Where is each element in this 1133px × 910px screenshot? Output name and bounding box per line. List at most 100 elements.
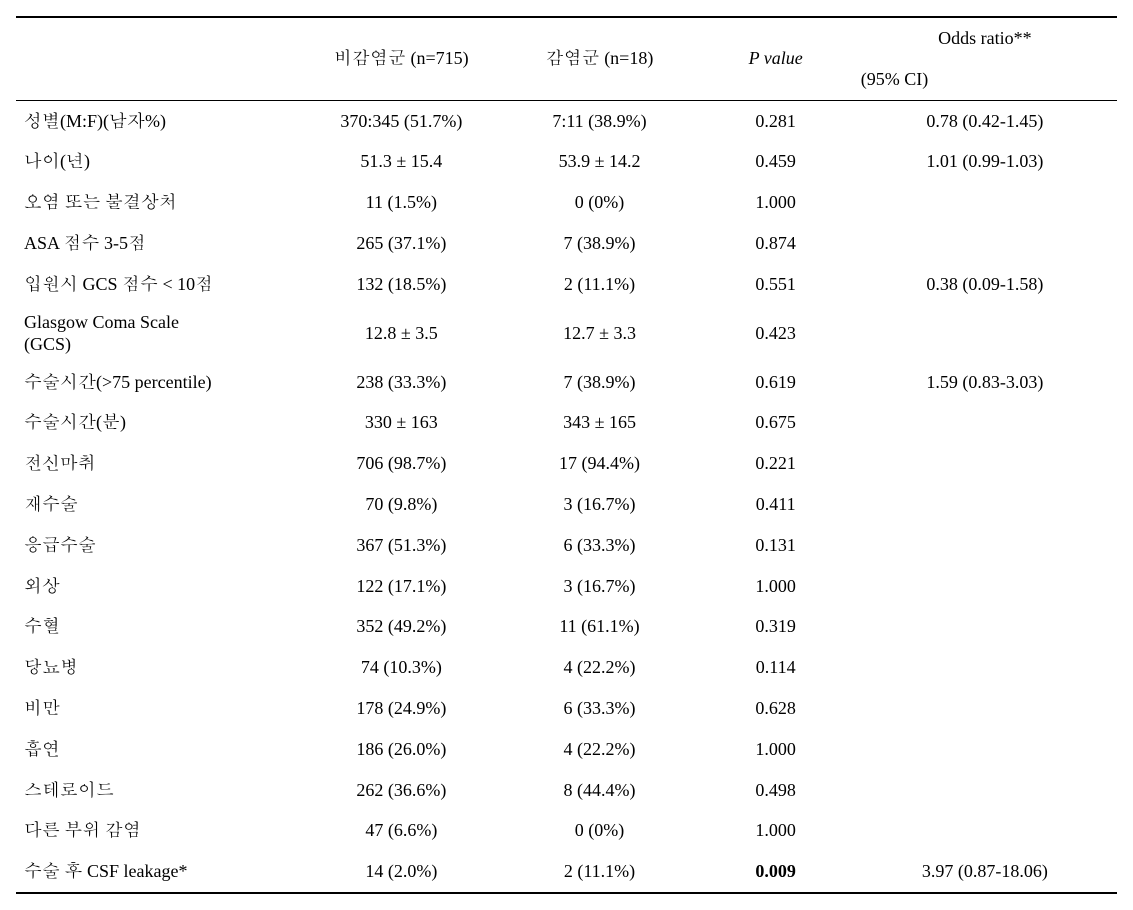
row-label: 입원시 GCS 점수 < 10점 — [16, 264, 302, 305]
cell-pvalue: 1.000 — [699, 566, 853, 607]
cell-pvalue: 0.628 — [699, 688, 853, 729]
row-label: 수술시간(>75 percentile) — [16, 362, 302, 403]
row-label: 비만 — [16, 688, 302, 729]
cell-noninfected: 132 (18.5%) — [302, 264, 500, 305]
pvalue-label: P value — [749, 48, 803, 68]
col-infected: 감염군 (n=18) — [500, 17, 698, 100]
cell-infected: 7 (38.9%) — [500, 362, 698, 403]
table-row: ASA 점수 3-5점265 (37.1%)7 (38.9%)0.874 — [16, 223, 1117, 264]
cell-odds-ratio — [853, 770, 1117, 811]
cell-pvalue: 0.874 — [699, 223, 853, 264]
cell-pvalue: 0.675 — [699, 402, 853, 443]
row-label: 응급수술 — [16, 525, 302, 566]
col-non-infected: 비감염군 (n=715) — [302, 17, 500, 100]
cell-infected: 7 (38.9%) — [500, 223, 698, 264]
cell-odds-ratio — [853, 484, 1117, 525]
cell-noninfected: 14 (2.0%) — [302, 851, 500, 893]
table-row: 입원시 GCS 점수 < 10점132 (18.5%)2 (11.1%)0.55… — [16, 264, 1117, 305]
cell-odds-ratio — [853, 182, 1117, 223]
col-odds-ratio-bottom: (95% CI) — [853, 59, 1117, 100]
cell-odds-ratio — [853, 729, 1117, 770]
table-row: 수술시간(분)330 ± 163343 ± 1650.675 — [16, 402, 1117, 443]
cell-pvalue: 0.131 — [699, 525, 853, 566]
row-label: 오염 또는 불결상처 — [16, 182, 302, 223]
table-row: 비만178 (24.9%)6 (33.3%)0.628 — [16, 688, 1117, 729]
cell-pvalue: 0.411 — [699, 484, 853, 525]
cell-odds-ratio — [853, 402, 1117, 443]
cell-noninfected: 706 (98.7%) — [302, 443, 500, 484]
cell-infected: 8 (44.4%) — [500, 770, 698, 811]
cell-infected: 7:11 (38.9%) — [500, 100, 698, 141]
cell-pvalue: 0.114 — [699, 647, 853, 688]
table-row: 외상122 (17.1%)3 (16.7%)1.000 — [16, 566, 1117, 607]
cell-noninfected: 70 (9.8%) — [302, 484, 500, 525]
cell-infected: 0 (0%) — [500, 182, 698, 223]
cell-infected: 11 (61.1%) — [500, 606, 698, 647]
cell-pvalue: 0.221 — [699, 443, 853, 484]
cell-noninfected: 186 (26.0%) — [302, 729, 500, 770]
cell-odds-ratio: 0.78 (0.42-1.45) — [853, 100, 1117, 141]
cell-noninfected: 352 (49.2%) — [302, 606, 500, 647]
table-row: 오염 또는 불결상처11 (1.5%)0 (0%)1.000 — [16, 182, 1117, 223]
cell-infected: 4 (22.2%) — [500, 729, 698, 770]
cell-noninfected: 238 (33.3%) — [302, 362, 500, 403]
cell-noninfected: 122 (17.1%) — [302, 566, 500, 607]
cell-odds-ratio — [853, 688, 1117, 729]
row-label: 성별(M:F)(남자%) — [16, 100, 302, 141]
cell-pvalue: 1.000 — [699, 729, 853, 770]
table-row: 당뇨병74 (10.3%)4 (22.2%)0.114 — [16, 647, 1117, 688]
cell-noninfected: 51.3 ± 15.4 — [302, 141, 500, 182]
cell-odds-ratio: 0.38 (0.09-1.58) — [853, 264, 1117, 305]
row-label: 나이(년) — [16, 141, 302, 182]
cell-noninfected: 47 (6.6%) — [302, 810, 500, 851]
row-label: ASA 점수 3-5점 — [16, 223, 302, 264]
table-row: 수혈352 (49.2%)11 (61.1%)0.319 — [16, 606, 1117, 647]
cell-pvalue: 1.000 — [699, 182, 853, 223]
cell-noninfected: 330 ± 163 — [302, 402, 500, 443]
table-row: 흡연186 (26.0%)4 (22.2%)1.000 — [16, 729, 1117, 770]
cell-pvalue: 1.000 — [699, 810, 853, 851]
cell-odds-ratio: 1.59 (0.83-3.03) — [853, 362, 1117, 403]
table-row: 나이(년)51.3 ± 15.453.9 ± 14.20.4591.01 (0.… — [16, 141, 1117, 182]
cell-noninfected: 262 (36.6%) — [302, 770, 500, 811]
cell-infected: 3 (16.7%) — [500, 484, 698, 525]
cell-odds-ratio: 1.01 (0.99-1.03) — [853, 141, 1117, 182]
row-label: 스테로이드 — [16, 770, 302, 811]
cell-infected: 3 (16.7%) — [500, 566, 698, 607]
cell-infected: 12.7 ± 3.3 — [500, 305, 698, 362]
table-row: 응급수술367 (51.3%)6 (33.3%)0.131 — [16, 525, 1117, 566]
cell-noninfected: 74 (10.3%) — [302, 647, 500, 688]
cell-odds-ratio — [853, 606, 1117, 647]
row-label: 재수술 — [16, 484, 302, 525]
cell-pvalue: 0.423 — [699, 305, 853, 362]
table-row: 다른 부위 감염47 (6.6%)0 (0%)1.000 — [16, 810, 1117, 851]
cell-noninfected: 178 (24.9%) — [302, 688, 500, 729]
cell-pvalue: 0.009 — [699, 851, 853, 893]
cell-noninfected: 11 (1.5%) — [302, 182, 500, 223]
cell-infected: 2 (11.1%) — [500, 851, 698, 893]
table-row: 수술시간(>75 percentile)238 (33.3%)7 (38.9%)… — [16, 362, 1117, 403]
row-label: 다른 부위 감염 — [16, 810, 302, 851]
table-row: 수술 후 CSF leakage*14 (2.0%)2 (11.1%)0.009… — [16, 851, 1117, 893]
cell-pvalue: 0.281 — [699, 100, 853, 141]
cell-infected: 53.9 ± 14.2 — [500, 141, 698, 182]
cell-odds-ratio — [853, 647, 1117, 688]
data-table: 비감염군 (n=715) 감염군 (n=18) P value Odds rat… — [16, 16, 1117, 894]
row-label: Glasgow Coma Scale (GCS) — [16, 305, 302, 362]
cell-noninfected: 265 (37.1%) — [302, 223, 500, 264]
cell-infected: 2 (11.1%) — [500, 264, 698, 305]
row-label: 흡연 — [16, 729, 302, 770]
row-label: 수술 후 CSF leakage* — [16, 851, 302, 893]
cell-pvalue: 0.319 — [699, 606, 853, 647]
table-row: 스테로이드262 (36.6%)8 (44.4%)0.498 — [16, 770, 1117, 811]
cell-noninfected: 12.8 ± 3.5 — [302, 305, 500, 362]
cell-infected: 0 (0%) — [500, 810, 698, 851]
cell-odds-ratio — [853, 810, 1117, 851]
col-empty — [16, 17, 302, 100]
cell-noninfected: 370:345 (51.7%) — [302, 100, 500, 141]
cell-odds-ratio — [853, 223, 1117, 264]
cell-infected: 343 ± 165 — [500, 402, 698, 443]
table-row: Glasgow Coma Scale (GCS)12.8 ± 3.512.7 ±… — [16, 305, 1117, 362]
cell-pvalue: 0.459 — [699, 141, 853, 182]
cell-infected: 4 (22.2%) — [500, 647, 698, 688]
